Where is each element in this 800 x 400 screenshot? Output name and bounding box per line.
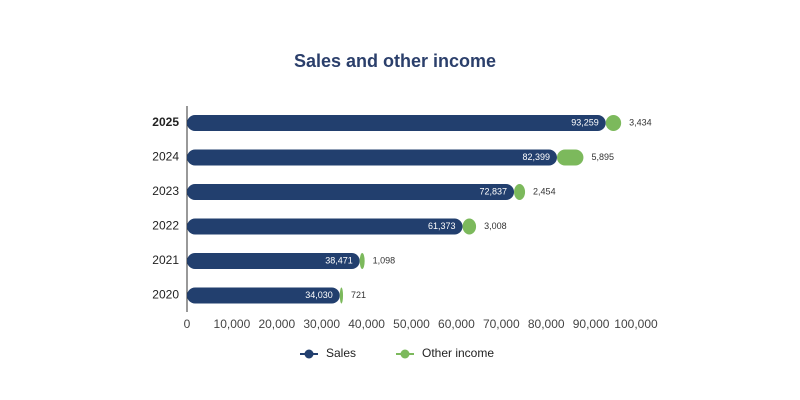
x-tick-label: 30,000	[303, 317, 340, 331]
y-tick-label: 2023	[152, 184, 179, 198]
value-label: 72,837	[480, 186, 508, 196]
x-tick-label: 80,000	[528, 317, 565, 331]
x-tick-label: 60,000	[438, 317, 475, 331]
x-tick-label: 70,000	[483, 317, 520, 331]
sales-bar	[187, 253, 360, 269]
value-label: 93,259	[571, 117, 599, 127]
value-label: 721	[351, 290, 366, 300]
value-label: 1,098	[373, 255, 396, 265]
sales-bar	[187, 149, 557, 166]
other-income-bar	[514, 184, 526, 200]
value-label: 3,008	[484, 221, 507, 231]
value-label: 82,399	[522, 152, 550, 162]
y-tick-label: 2024	[152, 150, 179, 164]
legend-marker	[400, 349, 410, 359]
sales-bar	[187, 287, 340, 304]
y-tick-label: 2021	[152, 253, 179, 267]
x-tick-label: 20,000	[258, 317, 295, 331]
other-income-bar	[605, 115, 622, 131]
sales-bar	[187, 115, 606, 131]
y-tick-label: 2020	[152, 288, 179, 302]
y-tick-label: 2022	[152, 219, 179, 233]
value-label: 2,454	[533, 186, 556, 196]
other-income-bar	[556, 149, 584, 166]
value-label: 5,895	[591, 152, 614, 162]
legend-label: Other income	[422, 346, 494, 360]
y-tick-label: 2025	[152, 115, 179, 129]
legend-marker	[304, 349, 314, 359]
value-label: 61,373	[428, 221, 456, 231]
x-tick-label: 0	[184, 317, 191, 331]
other-income-bar	[462, 218, 477, 235]
chart-title: Sales and other income	[294, 51, 496, 71]
sales-bar	[187, 218, 463, 235]
x-tick-label: 100,000	[614, 317, 658, 331]
value-label: 38,471	[325, 255, 353, 265]
other-income-bar	[359, 253, 365, 269]
value-label: 3,434	[629, 117, 652, 127]
sales-bar	[187, 184, 515, 200]
value-label: 34,030	[305, 290, 333, 300]
x-tick-label: 40,000	[348, 317, 385, 331]
x-tick-label: 10,000	[214, 317, 251, 331]
legend-label: Sales	[326, 346, 356, 360]
other-income-bar	[339, 287, 344, 304]
x-tick-label: 50,000	[393, 317, 430, 331]
x-tick-label: 90,000	[573, 317, 610, 331]
